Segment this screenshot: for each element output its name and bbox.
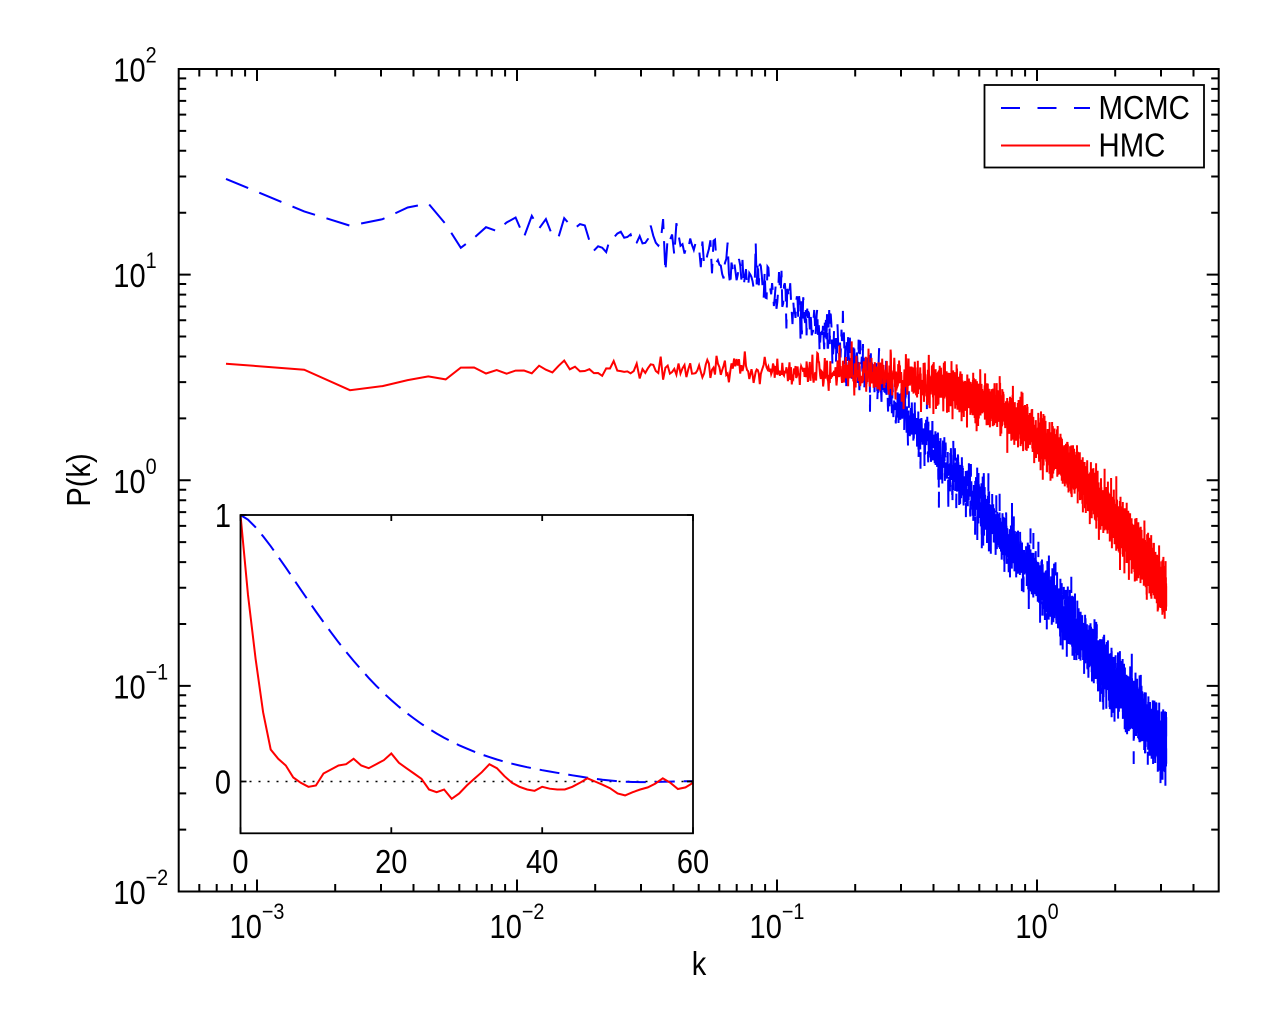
svg-text:k: k [692,945,707,982]
svg-text:40: 40 [526,843,558,880]
svg-text:10−3: 10−3 [230,900,285,946]
svg-text:0: 0 [232,843,248,880]
svg-text:60: 60 [677,843,709,880]
svg-text:1: 1 [215,497,231,534]
svg-text:MCMC: MCMC [1099,90,1190,127]
svg-text:P(k): P(k) [60,453,97,506]
svg-text:HMC: HMC [1099,127,1166,164]
svg-text:0: 0 [215,764,231,801]
svg-text:20: 20 [375,843,407,880]
